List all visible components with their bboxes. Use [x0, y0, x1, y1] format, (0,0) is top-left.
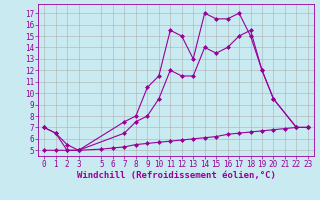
X-axis label: Windchill (Refroidissement éolien,°C): Windchill (Refroidissement éolien,°C) — [76, 171, 276, 180]
